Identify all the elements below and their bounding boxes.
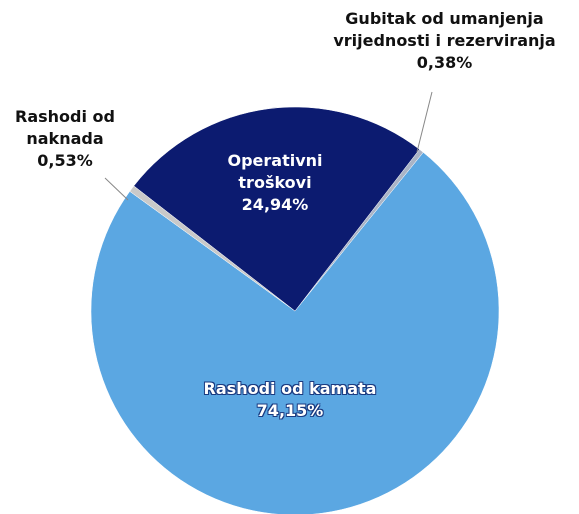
slice-label: Operativni troškovi 24,94% bbox=[220, 150, 330, 216]
label-name: Operativni troškovi bbox=[227, 151, 323, 192]
label-value: 74,15% bbox=[256, 401, 324, 420]
label-value: 0,53% bbox=[37, 151, 93, 170]
label-value: 0,38% bbox=[416, 53, 473, 72]
pie-slice bbox=[133, 106, 420, 312]
slice-label: Rashodi od kamata 74,15% bbox=[190, 378, 390, 422]
slice-label: Gubitak od umanjenja vrijednosti i rezer… bbox=[310, 8, 579, 74]
leader-line bbox=[416, 91, 433, 153]
leader-line bbox=[104, 177, 129, 201]
label-name: Rashodi od naknada bbox=[15, 107, 115, 148]
label-name: Gubitak od umanjenja vrijednosti i rezer… bbox=[333, 9, 556, 50]
label-name: Rashodi od kamata bbox=[203, 379, 377, 398]
pie-slice bbox=[90, 152, 500, 514]
slice-label: Rashodi od naknada 0,53% bbox=[0, 106, 130, 172]
label-value: 24,94% bbox=[241, 195, 309, 214]
